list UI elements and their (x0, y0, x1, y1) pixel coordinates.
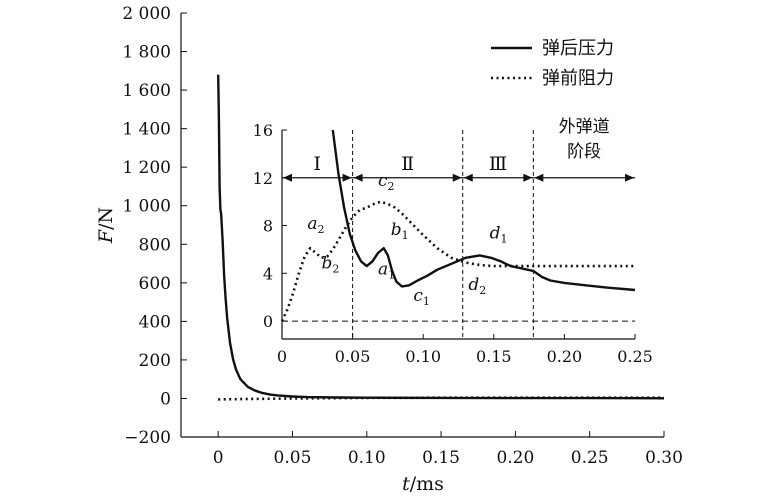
inset-annotation-a2: a2 (307, 214, 324, 236)
inset-stage-arrowhead-left-1 (353, 173, 363, 182)
y-axis-label-symbol: F (95, 229, 117, 244)
inset-annotation-c1: c1 (413, 286, 430, 308)
inset-annotation-d1: d1 (490, 224, 508, 246)
annotation-subscript: 2 (332, 263, 339, 276)
main-x-tick-label: 0.05 (274, 448, 312, 468)
main-y-tick-label: 1 400 (122, 120, 171, 140)
annotation-subscript: 1 (423, 295, 430, 308)
annotation-letter: b (391, 220, 402, 240)
inset-annotation-a1: a1 (378, 260, 395, 282)
inset-stage-arrowhead-right-0 (342, 173, 352, 182)
inset-annotation-d2: d2 (468, 275, 486, 297)
annotation-subscript: 1 (388, 269, 395, 282)
annotation-letter: b (322, 254, 333, 274)
main-y-tick-label: 200 (139, 351, 171, 371)
inset-stage-label-0: Ⅰ (314, 153, 322, 175)
main-x-tick-label: 0.30 (645, 448, 683, 468)
main-y-tick-label: 1 200 (122, 158, 171, 178)
inset-stage-label-exterior-line2: 阶段 (567, 142, 601, 162)
main-x-axis-label: t/ms (402, 473, 444, 495)
inset-x-tick-label: 0.15 (476, 347, 512, 366)
main-series-line-1 (218, 396, 664, 401)
annotation-subscript: 2 (479, 284, 486, 297)
main-x-tick-label: 0.15 (422, 448, 460, 468)
main-x-tick-label: 0.10 (348, 448, 386, 468)
annotation-letter: a (378, 260, 388, 280)
inset-y-tick-label: 16 (253, 121, 273, 140)
inset-stage-arrowhead-left-0 (283, 173, 292, 182)
main-y-tick-label: 0 (160, 389, 171, 409)
main-y-tick-label: 1 800 (122, 43, 171, 63)
inset-series-line-0 (331, 129, 636, 292)
legend-label-0: 弹后压力 (542, 38, 614, 59)
inset-stage-label-2: Ⅲ (489, 153, 507, 175)
inset-stage-arrowhead-right-2 (523, 173, 533, 182)
main-y-tick-label: −200 (124, 428, 171, 448)
inset-annotation-b1: b1 (391, 220, 409, 242)
inset-x-tick-label: 0 (277, 347, 287, 366)
y-axis-label-unit: /N (95, 207, 117, 230)
inset-stage-arrowhead-right-1 (452, 173, 462, 182)
annotation-letter: a (307, 214, 317, 234)
main-x-tick-label: 0.25 (571, 448, 609, 468)
legend-label-1: 弹前阻力 (542, 68, 614, 89)
main-y-tick-label: 1 000 (122, 197, 171, 217)
inset-stage-label-exterior-line1: 外弹道 (559, 117, 610, 137)
annotation-subscript: 1 (500, 233, 507, 246)
main-y-axis-label: F/N (95, 207, 117, 244)
inset-annotation-c2: c2 (378, 171, 395, 193)
annotation-subscript: 2 (318, 223, 325, 236)
main-x-tick-label: 0 (213, 448, 224, 468)
annotation-subscript: 2 (388, 180, 395, 193)
inset-stage-arrowhead-left-3 (534, 173, 544, 182)
annotation-letter: c (378, 171, 388, 191)
annotation-letter: c (413, 286, 423, 306)
inset-stage-arrowhead-right-3 (625, 173, 634, 182)
inset-x-tick-label: 0.20 (547, 347, 583, 366)
x-axis-label-unit: /ms (410, 473, 444, 495)
inset-y-tick-label: 8 (263, 217, 273, 236)
main-y-tick-label: 800 (139, 235, 171, 255)
inset-x-tick-label: 0.10 (405, 347, 441, 366)
inset-stage-label-1: Ⅱ (401, 153, 414, 175)
inset-y-tick-label: 4 (263, 264, 273, 283)
main-y-tick-label: 400 (139, 312, 171, 332)
x-axis-label-symbol: t (402, 473, 410, 495)
inset-stage-arrowhead-left-2 (463, 173, 473, 182)
annotation-letter: d (468, 275, 479, 295)
inset-annotation-b2: b2 (322, 254, 340, 276)
inset-x-tick-label: 0.25 (617, 347, 653, 366)
annotation-subscript: 1 (402, 229, 409, 242)
inset-y-tick-label: 12 (253, 169, 273, 188)
main-y-tick-label: 2 000 (122, 4, 171, 24)
inset-x-tick-label: 0.05 (335, 347, 371, 366)
main-y-tick-label: 600 (139, 274, 171, 294)
main-x-tick-label: 0.20 (496, 448, 534, 468)
main-y-tick-label: 1 600 (122, 81, 171, 101)
annotation-letter: d (490, 224, 501, 244)
inset-background (282, 130, 635, 339)
inset-y-tick-label: 0 (263, 312, 273, 331)
